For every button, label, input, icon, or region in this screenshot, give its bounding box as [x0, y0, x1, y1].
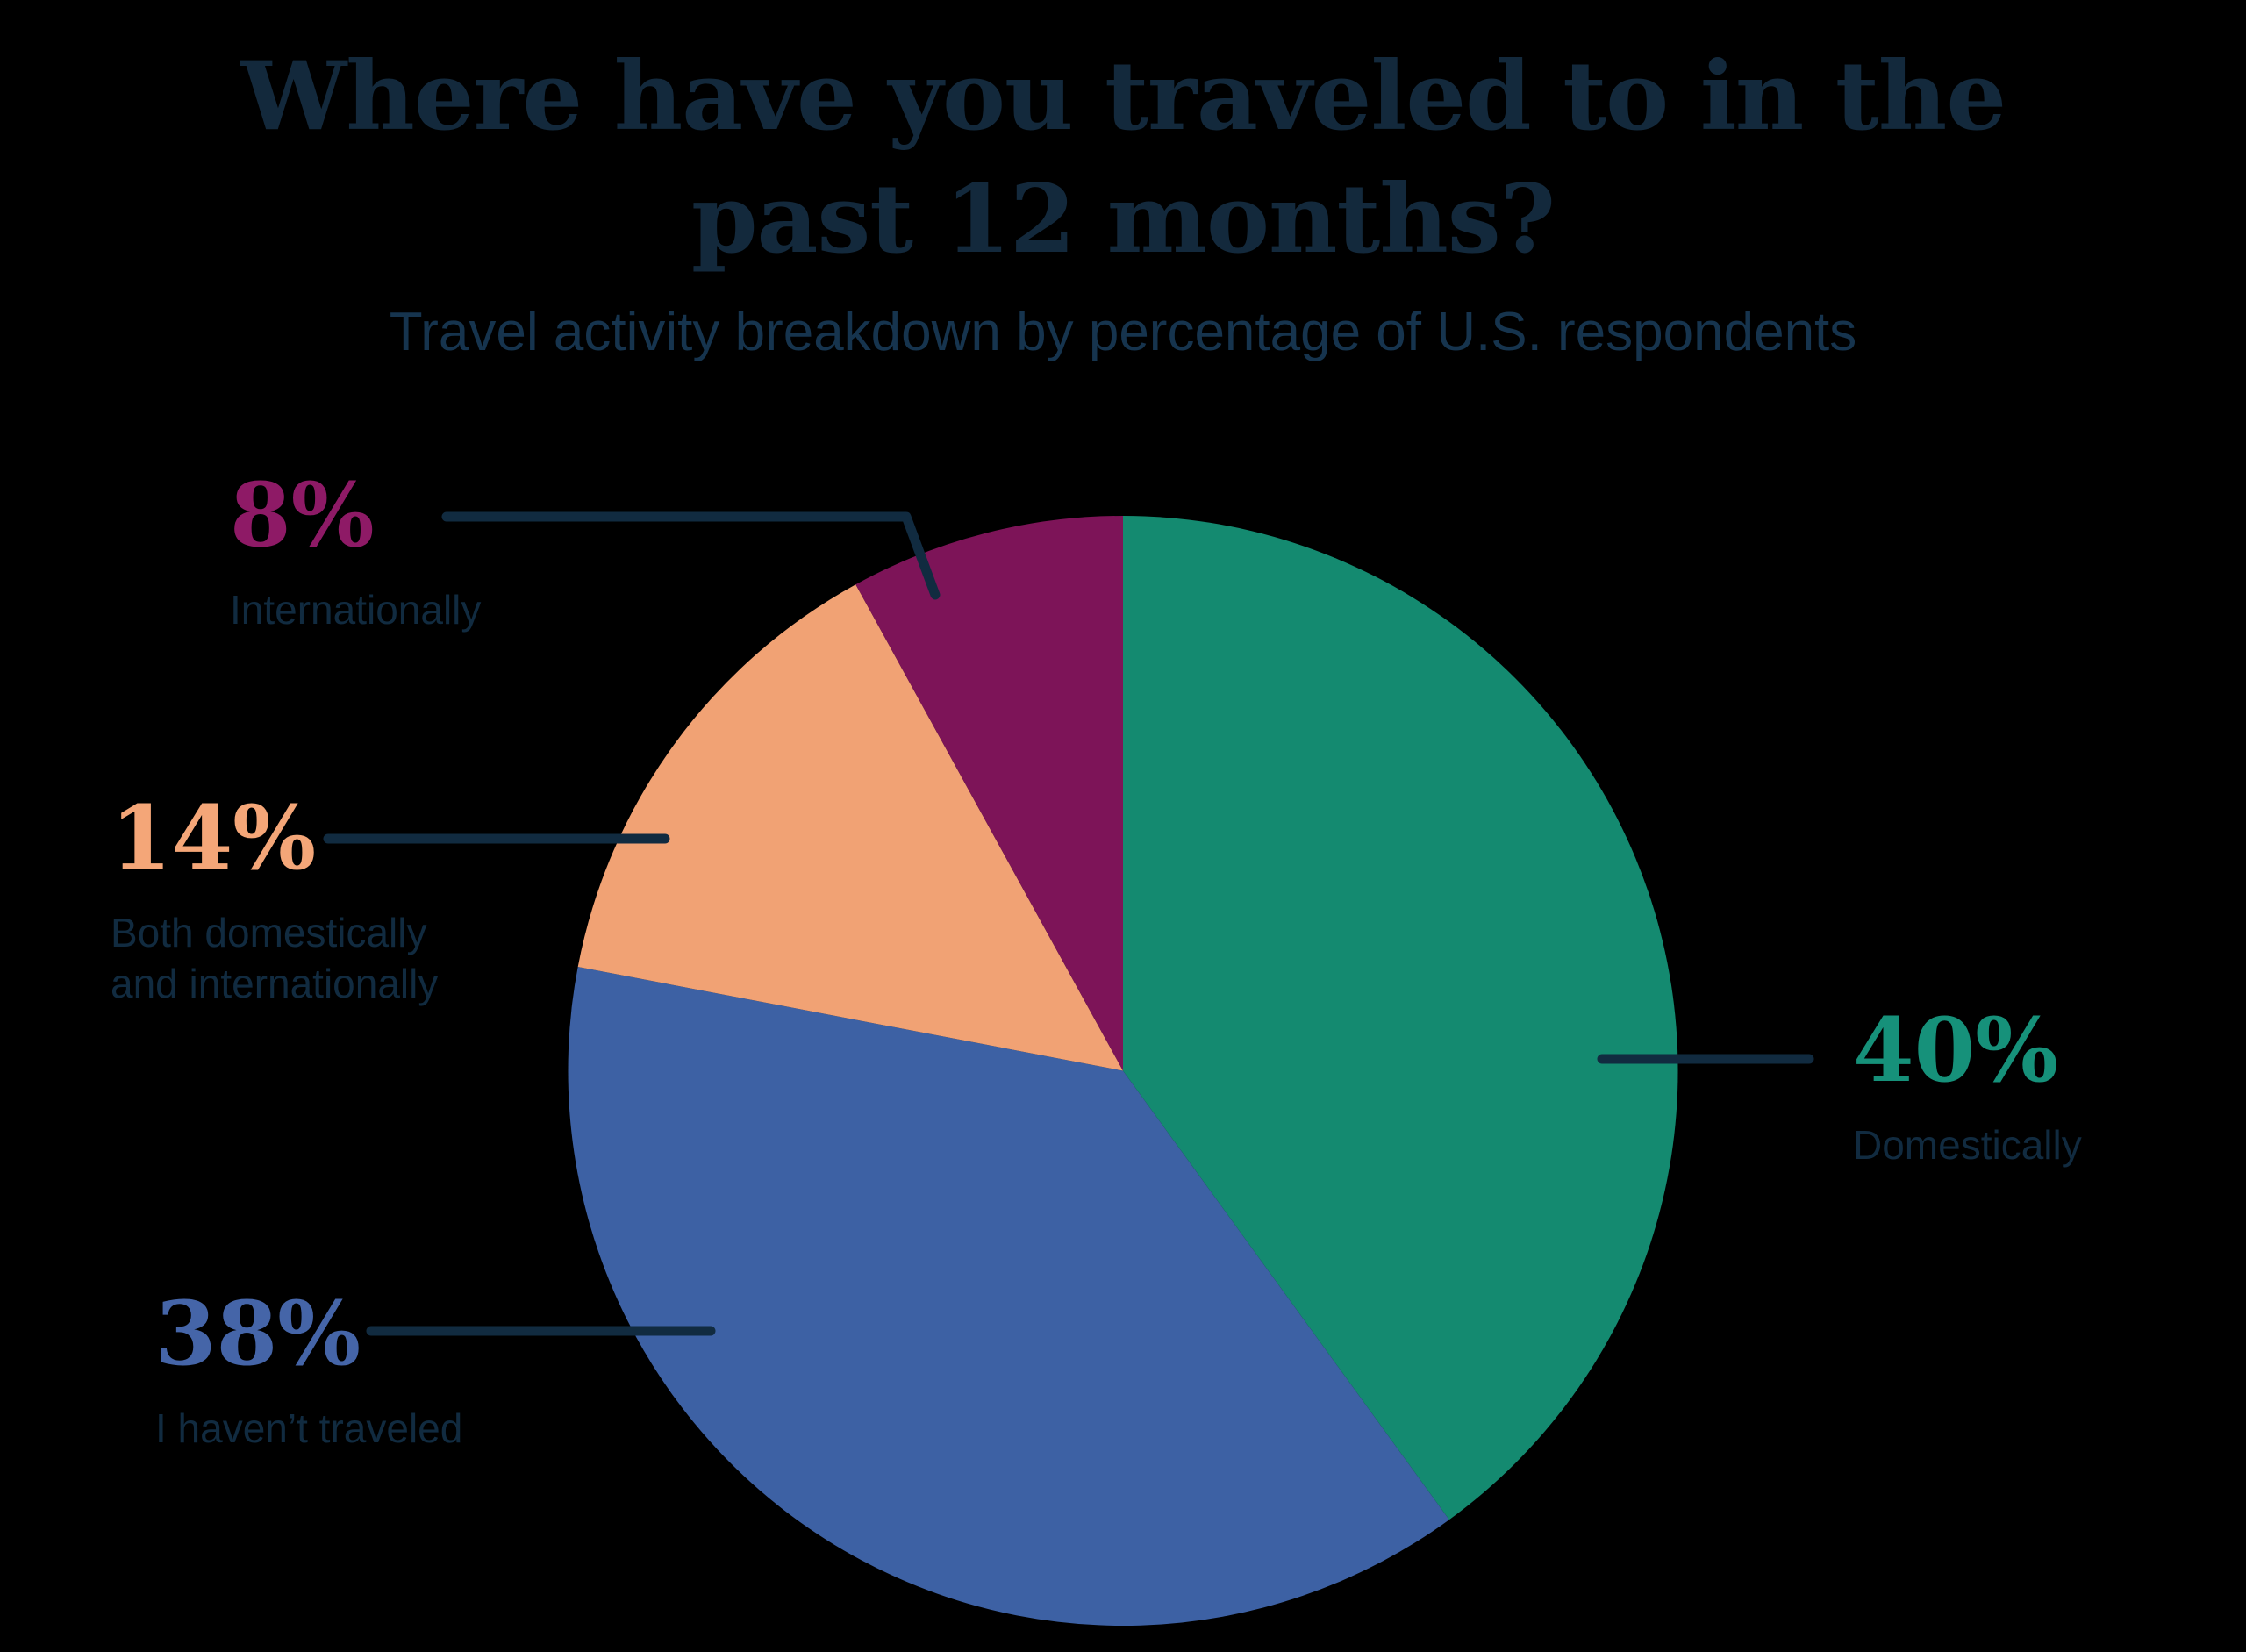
chart-title: Where have you traveled to in the past 1… — [0, 35, 2246, 281]
pie-slice-internationally — [855, 516, 1123, 1071]
callout-internationally: 8% Internationally — [230, 471, 481, 635]
percentage-value-internationally: 8% — [230, 463, 375, 567]
callout-havent-traveled: 38% I haven’t traveled — [155, 1290, 462, 1454]
segment-label-domestically: Domestically — [1853, 1122, 2082, 1168]
title-line-1: Where have you traveled to in the — [240, 41, 2006, 152]
segment-label-internationally: Internationally — [230, 587, 482, 633]
percentage-value-domestically: 40% — [1853, 998, 2059, 1102]
pie-slice-domestically — [1123, 516, 1678, 1520]
segment-label-havent-traveled: I haven’t traveled — [155, 1405, 463, 1451]
percentage-value-both: 14% — [111, 786, 317, 890]
callout-domestically: 40% Domestically — [1853, 1006, 2082, 1170]
percentage-value-havent-traveled: 38% — [155, 1282, 361, 1385]
callout-both: 14% Both domestically and internationall… — [111, 794, 438, 1009]
pie-slice-i-haven-t-traveled — [568, 967, 1449, 1627]
chart-subtitle: Travel activity breakdown by percentage … — [389, 302, 1857, 362]
pie-slice-both-domestically-and-internationally — [577, 584, 1123, 1071]
leader-line-3 — [441, 511, 941, 600]
chart-header: Where have you traveled to in the past 1… — [0, 35, 2246, 365]
segment-label-both: Both domestically and internationally — [111, 910, 439, 1006]
title-line-2: past 12 months? — [691, 164, 1556, 275]
